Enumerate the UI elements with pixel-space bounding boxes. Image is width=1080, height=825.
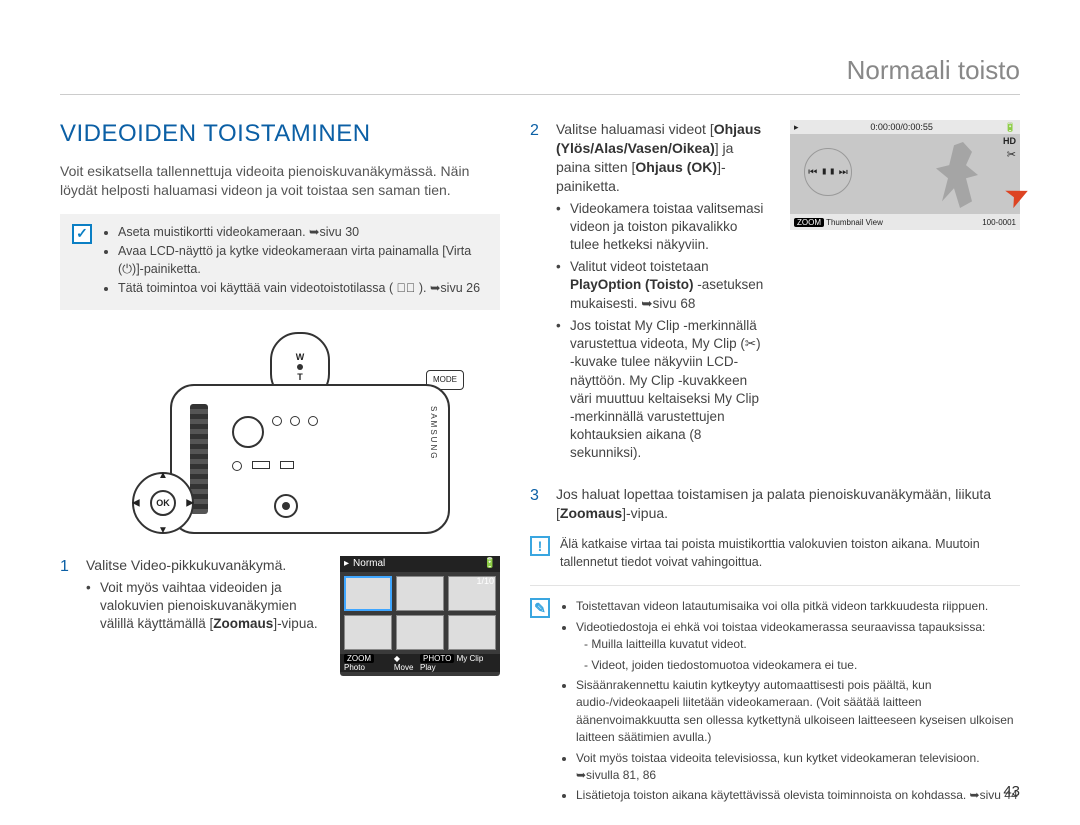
zoom-badge: ZOOM — [794, 218, 824, 227]
rec-icon: ▸ — [794, 122, 799, 133]
prereq-item: Aseta muistikortti videokameraan. ➥sivu … — [118, 224, 488, 242]
right-arrow-icon: ▶ — [186, 497, 194, 508]
ok-button: OK — [150, 490, 176, 516]
info-item: Lisätietoja toiston aikana käytettävissä… — [576, 787, 1020, 804]
thumb-header-label: Normal — [353, 558, 385, 569]
hd-label: HD — [1003, 136, 1016, 146]
thumb-cell — [344, 576, 392, 611]
step1-bullet: Voit myös vaihtaa videoiden ja valokuvie… — [86, 579, 326, 634]
chapter-title: Normaali toisto — [60, 55, 1020, 95]
prereq-item: Avaa LCD-näyttö ja kytke videokameraan v… — [118, 243, 488, 278]
info-icon: ✎ — [530, 598, 550, 618]
step-number: 3 — [530, 485, 546, 523]
ftr-move: Move — [394, 663, 414, 672]
info-subitem: Videot, joiden tiedostomuotoa videokamer… — [584, 657, 1020, 674]
step2-bullet: Jos toistat My Clip -merkinnällä varuste… — [556, 317, 766, 463]
info-item: Toistettavan videon latautumisaika voi o… — [576, 598, 1020, 615]
ftr-filenum: 100-0001 — [982, 218, 1016, 227]
step3-text: Jos haluat lopettaa toistamisen ja palat… — [556, 485, 1020, 523]
page-number: 43 — [1003, 783, 1020, 800]
info-subitem: Muilla laitteilla kuvatut videot. — [584, 636, 1020, 653]
zoom-badge: ZOOM — [344, 654, 374, 663]
play-control-icon: ⏮ ▮▮ ⏭ — [804, 148, 852, 196]
section-title: VIDEOIDEN TOISTAMINEN — [60, 120, 500, 148]
step2-bullet: Videokamera toistaa valitsemasi videon j… — [556, 200, 766, 255]
play-icon: ▸ — [344, 558, 349, 569]
clip-icon: ✂ — [1007, 148, 1016, 161]
info-item: Voit myös toistaa videoita televisiossa,… — [576, 750, 1020, 785]
ftr-photo: Photo — [344, 663, 365, 672]
camera-illustration: W T MODE — [90, 324, 470, 544]
ftr-thumb: Thumbnail View — [826, 218, 883, 227]
prereq-item: Tätä toimintoa voi käyttää vain videotoi… — [118, 280, 488, 298]
thumb-count: 1/10 — [476, 576, 494, 586]
thumb-cell — [396, 615, 444, 650]
info-item: Videotiedostoja ei ehkä voi toistaa vide… — [576, 619, 1020, 674]
photo-badge: PHOTO — [420, 654, 454, 663]
step2-bullet: Valitut videot toistetaan PlayOption (To… — [556, 258, 766, 313]
step-number: 1 — [60, 556, 76, 634]
warning-text: Älä katkaise virtaa tai poista muistikor… — [560, 536, 1020, 571]
thumbnail-lcd: ▸ Normal 🔋 1/10 ZOOM Photo — [340, 556, 500, 676]
step2-text: Valitse haluamasi videot [Ohjaus (Ylös/A… — [556, 121, 761, 194]
down-arrow-icon: ▼ — [158, 525, 168, 536]
warning-icon: ! — [530, 536, 550, 556]
playback-lcd: ▸ 0:00:00/0:00:55 🔋 ⏮ ▮▮ ⏭ HD ✂ ZOOM Thu… — [790, 120, 1020, 230]
thumb-cell — [344, 615, 392, 650]
prerequisite-note: ✓ Aseta muistikortti videokameraan. ➥siv… — [60, 214, 500, 310]
thumb-cell — [448, 615, 496, 650]
check-icon: ✓ — [72, 224, 92, 244]
info-item: Sisäänrakennettu kaiutin kytkeytyy autom… — [576, 677, 1020, 747]
rec-button — [274, 494, 298, 518]
thumb-cell — [396, 576, 444, 611]
t-label: T — [297, 372, 303, 382]
frame-silhouette — [930, 142, 990, 208]
camera-body: SAMSUNG — [170, 384, 450, 534]
left-column: VIDEOIDEN TOISTAMINEN Voit esikatsella t… — [60, 120, 500, 808]
left-arrow-icon: ◀ — [132, 497, 140, 508]
right-column: 2 Valitse haluamasi videot [Ohjaus (Ylös… — [530, 120, 1020, 808]
control-pad: ▲ ▼ ◀ ▶ OK — [132, 472, 194, 534]
info-box: ✎ Toistettavan videon latautumisaika voi… — [530, 598, 1020, 807]
step1-text: Valitse Video-pikkukuvanäkymä. — [86, 557, 286, 573]
intro-text: Voit esikatsella tallennettuja videoita … — [60, 162, 500, 200]
w-label: W — [296, 352, 305, 362]
play-time: 0:00:00/0:00:55 — [870, 122, 933, 132]
up-arrow-icon: ▲ — [158, 470, 168, 481]
warning-box: ! Älä katkaise virtaa tai poista muistik… — [530, 536, 1020, 571]
move-icon: ◆ — [394, 654, 400, 663]
step-number: 2 — [530, 120, 546, 463]
